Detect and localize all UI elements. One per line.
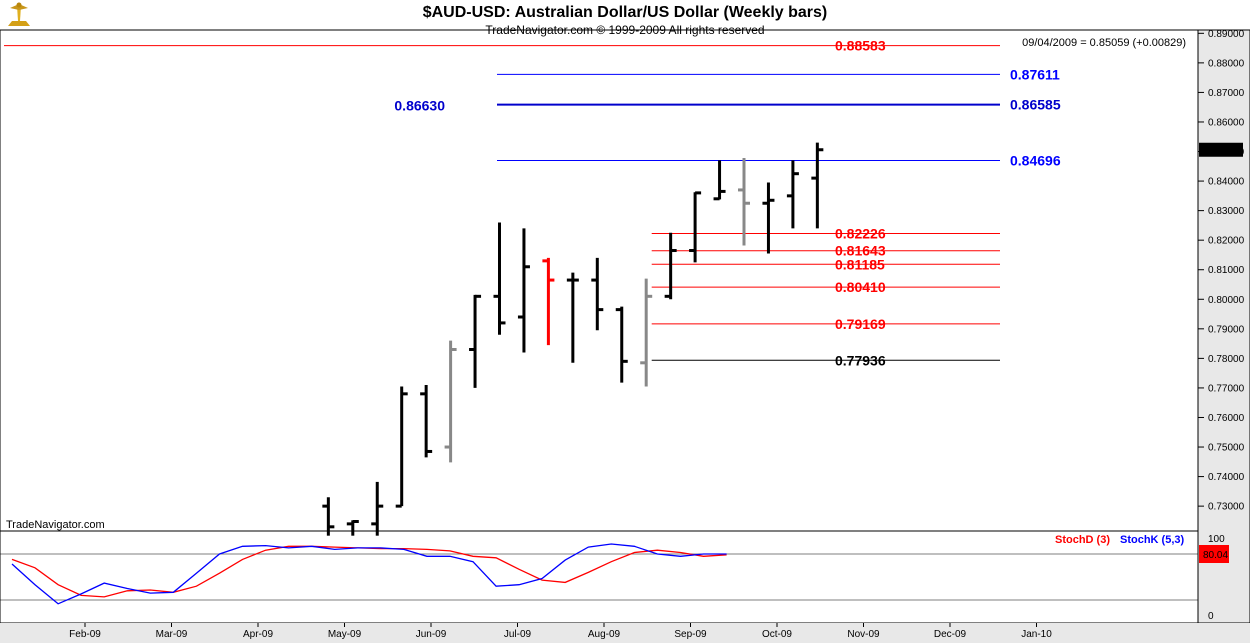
price-tick-label: 0.87000 (1208, 88, 1245, 99)
ohlc-bar (469, 294, 482, 388)
price-tick-label: 0.83000 (1208, 206, 1245, 217)
stoch-series-line (11, 543, 727, 605)
date-tick-label: Nov-09 (847, 629, 880, 640)
date-tick-label: Oct-09 (762, 629, 792, 640)
date-tick-label: Dec-09 (934, 629, 967, 640)
level-label: 0.80410 (835, 279, 886, 295)
level-label: 0.84696 (1010, 153, 1061, 169)
level-label: 0.77936 (835, 352, 886, 368)
level-label: 0.86630 (394, 97, 445, 113)
stoch-last-label: 80.04 (1203, 550, 1228, 561)
level-label: 0.81185 (835, 256, 885, 272)
ohlc-bar (786, 160, 799, 229)
date-tick-label: Feb-09 (69, 629, 101, 640)
main-plot-area (0, 29, 1199, 532)
stoch-last-badge (1199, 545, 1229, 563)
price-tick-label: 0.77000 (1208, 383, 1245, 394)
copyright-subtitle: TradeNavigator.com © 1999-2009 All right… (485, 23, 764, 37)
date-ticks: Feb-09 Mar-09 Apr-09 May-09 Jun-09 Jul-09 Aug-… (69, 623, 1052, 640)
level-label: 0.88583 (835, 38, 886, 54)
legend-stochk: StochK (5,3) (1120, 534, 1185, 546)
price-tick-label: 0.86000 (1208, 117, 1245, 128)
indicator-plot-area (0, 530, 1199, 624)
date-tick-label: Jan-10 (1021, 629, 1052, 640)
ohlc-bar (664, 232, 677, 300)
price-tick-label: 0.76000 (1208, 413, 1245, 424)
stoch-tick-label: 100 (1208, 534, 1225, 545)
ohlc-bar (493, 222, 506, 335)
legend-stochd: StochD (3) (1055, 534, 1110, 546)
ohlc-bar (444, 340, 457, 463)
level-label: 0.87611 (1010, 66, 1060, 82)
date-tick-label: Mar-09 (156, 629, 188, 640)
level-label: 0.81643 (835, 243, 886, 259)
ohlc-bar (371, 481, 384, 536)
date-axis (0, 623, 1250, 643)
date-tick-label: Sep-09 (674, 629, 707, 640)
chart-title: $AUD-USD: Australian Dollar/US Dollar (W… (423, 4, 828, 21)
ohlc-bar (591, 257, 604, 331)
ohlc-bar (640, 278, 653, 387)
watermark: TradeNavigator.com (6, 519, 105, 531)
trade-navigator-logo-icon (4, 2, 34, 28)
price-tick-label: 0.89000 (1208, 29, 1245, 40)
ohlc-bar (615, 306, 628, 383)
ohlc-bar (542, 257, 555, 346)
ohlc-bar (689, 191, 702, 263)
ohlc-bar (346, 519, 359, 536)
date-tick-label: Jun-09 (416, 629, 447, 640)
date-tick-label: May-09 (328, 629, 362, 640)
level-label: 0.79169 (835, 316, 886, 332)
price-tick-label: 0.88000 (1208, 58, 1245, 69)
level-label: 0.82226 (835, 225, 886, 241)
price-tick-label: 0.79000 (1208, 324, 1245, 335)
price-tick-label: 0.82000 (1208, 236, 1245, 247)
level-label: 0.86585 (1010, 97, 1061, 113)
price-ticks: 0.73000 0.74000 0.75000 0.76000 0.77000 0.780… (1198, 29, 1245, 513)
stoch-tick-label: 0 (1208, 611, 1214, 622)
last-price-label: 0.85059 (1202, 146, 1239, 157)
date-tick-label: Aug-09 (588, 629, 621, 640)
price-tick-label: 0.73000 (1208, 502, 1245, 513)
stochastic-panel: 100 0 80.04 (0, 534, 1229, 622)
price-axis (1197, 29, 1250, 624)
ohlc-bar (517, 228, 530, 353)
ohlc-bar (738, 158, 750, 246)
ohlc-bar (762, 182, 775, 254)
price-tick-label: 0.75000 (1208, 443, 1245, 454)
date-tick-label: Apr-09 (243, 629, 273, 640)
ohlc-bar (420, 384, 433, 458)
ohlc-bar (566, 272, 579, 363)
ohlc-bar (713, 160, 726, 201)
last-price-badge (1199, 142, 1243, 157)
last-quote: 09/04/2009 = 0.85059 (+0.00829) (1022, 37, 1186, 49)
price-tick-label: 0.84000 (1208, 177, 1245, 188)
ohlc-bar (395, 386, 408, 508)
price-tick-label: 0.81000 (1208, 265, 1245, 276)
ohlc-bar (322, 497, 335, 536)
price-tick-label: 0.80000 (1208, 295, 1245, 306)
date-tick-label: Jul-09 (504, 629, 532, 640)
price-tick-label: 0.74000 (1208, 472, 1245, 483)
level-lines: 0.88583 0.87611 0.86585 0.86630 0.84696 0.822… (4, 38, 1061, 368)
price-tick-label: 0.78000 (1208, 354, 1245, 365)
ohlc-bar (811, 142, 824, 229)
ohlc-bars (322, 142, 824, 536)
